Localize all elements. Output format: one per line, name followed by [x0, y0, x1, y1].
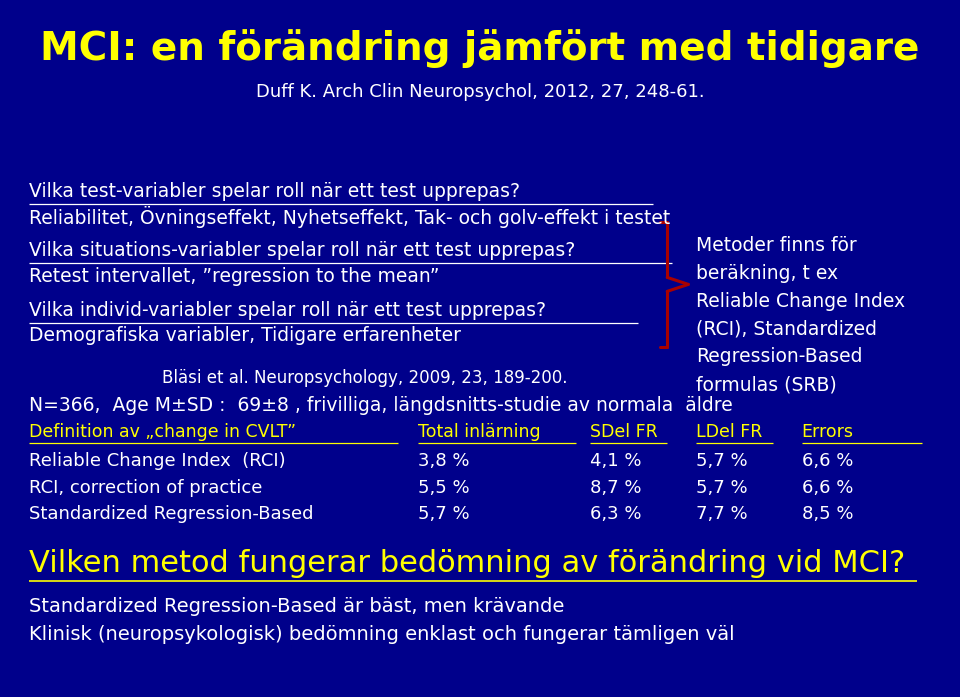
- Text: beräkning, t ex: beräkning, t ex: [696, 263, 838, 283]
- Text: Retest intervallet, ”regression to the mean”: Retest intervallet, ”regression to the m…: [29, 267, 439, 286]
- Text: 8,5 %: 8,5 %: [802, 505, 853, 523]
- Text: Duff K. Arch Clin Neuropsychol, 2012, 27, 248-61.: Duff K. Arch Clin Neuropsychol, 2012, 27…: [255, 83, 705, 101]
- Text: Demografiska variabler, Tidigare erfarenheter: Demografiska variabler, Tidigare erfaren…: [29, 326, 461, 346]
- Text: SDel FR: SDel FR: [590, 423, 659, 441]
- Text: Bläsi et al. Neuropsychology, 2009, 23, 189-200.: Bläsi et al. Neuropsychology, 2009, 23, …: [162, 369, 567, 387]
- Text: 6,3 %: 6,3 %: [590, 505, 642, 523]
- Text: Metoder finns för: Metoder finns för: [696, 236, 856, 255]
- Text: N=366,  Age M±SD :  69±8 , frivilliga, längdsnitts-studie av normala  äldre: N=366, Age M±SD : 69±8 , frivilliga, län…: [29, 396, 732, 415]
- Text: Standardized Regression-Based: Standardized Regression-Based: [29, 505, 313, 523]
- Text: Vilka situations-variabler spelar roll när ett test upprepas?: Vilka situations-variabler spelar roll n…: [29, 241, 575, 261]
- Text: Standardized Regression-Based är bäst, men krävande: Standardized Regression-Based är bäst, m…: [29, 597, 564, 616]
- Text: Regression-Based: Regression-Based: [696, 347, 862, 367]
- Text: Definition av „change in CVLT”: Definition av „change in CVLT”: [29, 423, 296, 441]
- Text: Vilka test-variabler spelar roll när ett test upprepas?: Vilka test-variabler spelar roll när ett…: [29, 182, 519, 201]
- Text: Reliable Change Index  (RCI): Reliable Change Index (RCI): [29, 452, 285, 470]
- Text: 8,7 %: 8,7 %: [590, 479, 642, 497]
- Text: Total inlärning: Total inlärning: [418, 423, 540, 441]
- Text: Reliabilitet, Övningseffekt, Nyhetseffekt, Tak- och golv-effekt i testet: Reliabilitet, Övningseffekt, Nyhetseffek…: [29, 206, 670, 229]
- Text: RCI, correction of practice: RCI, correction of practice: [29, 479, 262, 497]
- Text: formulas (SRB): formulas (SRB): [696, 375, 837, 395]
- Text: 4,1 %: 4,1 %: [590, 452, 642, 470]
- Text: (RCI), Standardized: (RCI), Standardized: [696, 319, 877, 339]
- Text: 5,7 %: 5,7 %: [696, 452, 748, 470]
- Text: Vilken metod fungerar bedömning av förändring vid MCI?: Vilken metod fungerar bedömning av förän…: [29, 549, 905, 578]
- Text: Errors: Errors: [802, 423, 853, 441]
- Text: Vilka individ-variabler spelar roll när ett test upprepas?: Vilka individ-variabler spelar roll när …: [29, 300, 546, 320]
- Text: MCI: en förändring jämfört med tidigare: MCI: en förändring jämfört med tidigare: [40, 29, 920, 68]
- Text: 5,5 %: 5,5 %: [418, 479, 469, 497]
- Text: 6,6 %: 6,6 %: [802, 452, 853, 470]
- Text: 7,7 %: 7,7 %: [696, 505, 748, 523]
- Text: 6,6 %: 6,6 %: [802, 479, 853, 497]
- Text: Klinisk (neuropsykologisk) bedömning enklast och fungerar tämligen väl: Klinisk (neuropsykologisk) bedömning enk…: [29, 625, 734, 644]
- Text: 5,7 %: 5,7 %: [418, 505, 469, 523]
- Text: 3,8 %: 3,8 %: [418, 452, 469, 470]
- Text: 5,7 %: 5,7 %: [696, 479, 748, 497]
- Text: Reliable Change Index: Reliable Change Index: [696, 291, 905, 311]
- Text: LDel FR: LDel FR: [696, 423, 762, 441]
